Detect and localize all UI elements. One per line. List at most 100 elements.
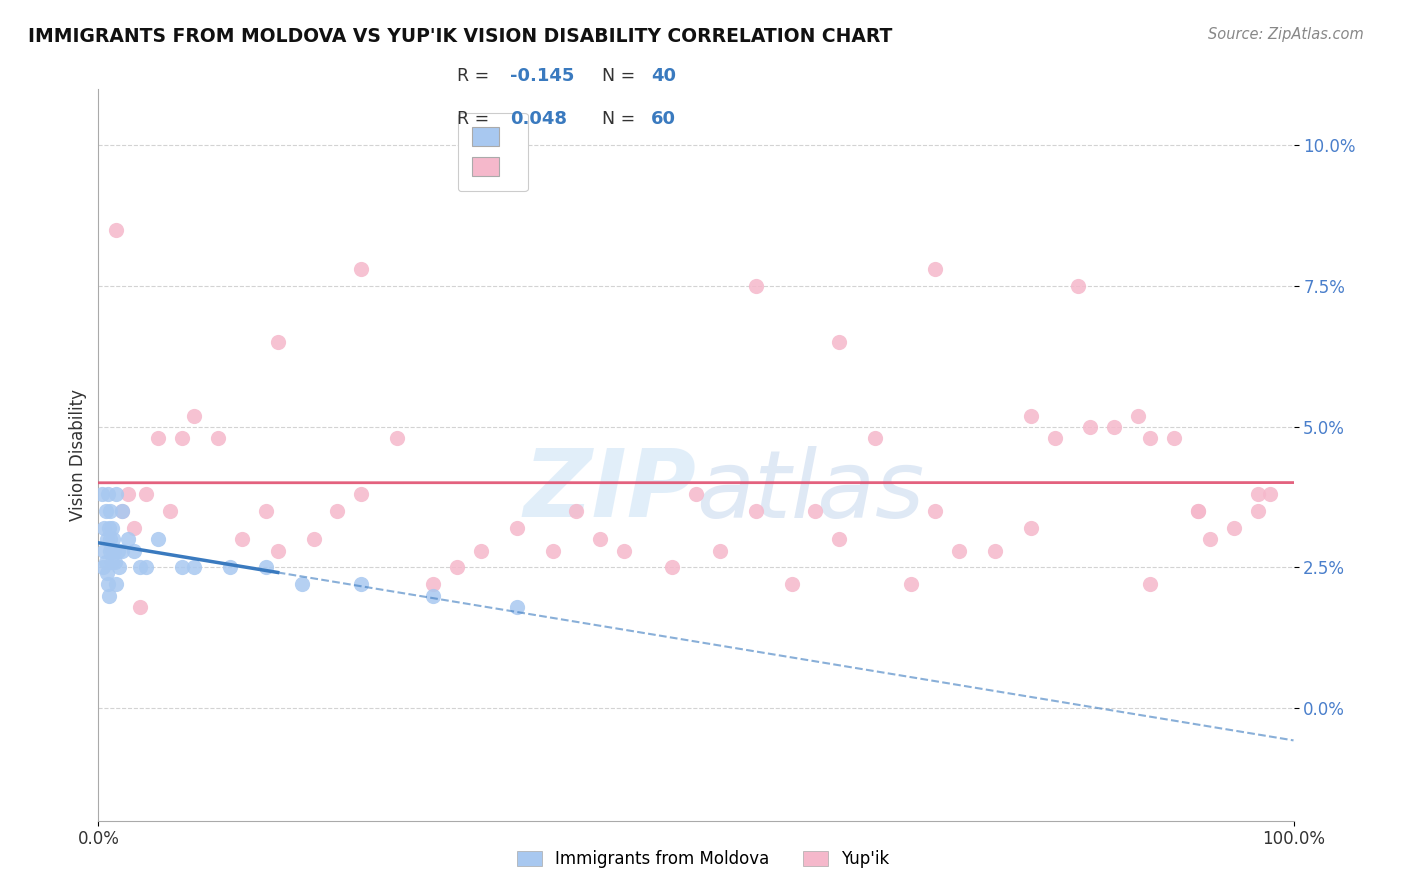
Text: 40: 40 bbox=[651, 67, 676, 85]
Point bbox=[350, 577, 373, 591]
Point bbox=[1163, 431, 1185, 445]
Point bbox=[117, 487, 139, 501]
Point bbox=[100, 521, 122, 535]
Point bbox=[948, 543, 970, 558]
Point bbox=[172, 560, 194, 574]
Text: N =: N = bbox=[602, 67, 641, 85]
Point bbox=[94, 504, 117, 518]
Point bbox=[97, 487, 120, 501]
Point bbox=[105, 223, 128, 237]
Point bbox=[124, 543, 146, 558]
Point bbox=[291, 577, 314, 591]
Point bbox=[159, 504, 181, 518]
Point bbox=[98, 589, 121, 603]
Point bbox=[828, 533, 851, 547]
Point bbox=[148, 533, 170, 547]
Point bbox=[91, 487, 114, 501]
Point bbox=[129, 599, 152, 614]
Point bbox=[350, 262, 373, 277]
Point bbox=[709, 543, 731, 558]
Point bbox=[135, 487, 157, 501]
Point bbox=[101, 543, 124, 558]
Point bbox=[745, 279, 768, 293]
Point bbox=[506, 521, 529, 535]
Text: 60: 60 bbox=[651, 110, 676, 128]
Legend: , : , bbox=[457, 113, 529, 191]
Point bbox=[91, 560, 114, 574]
Text: IMMIGRANTS FROM MOLDOVA VS YUP'IK VISION DISABILITY CORRELATION CHART: IMMIGRANTS FROM MOLDOVA VS YUP'IK VISION… bbox=[28, 27, 893, 45]
Point bbox=[267, 543, 290, 558]
Point bbox=[1139, 431, 1161, 445]
Point bbox=[104, 555, 127, 569]
Text: Source: ZipAtlas.com: Source: ZipAtlas.com bbox=[1208, 27, 1364, 42]
Point bbox=[1187, 504, 1209, 518]
Point bbox=[111, 504, 134, 518]
Point bbox=[1187, 504, 1209, 518]
Point bbox=[661, 560, 683, 574]
Point bbox=[105, 487, 128, 501]
Point bbox=[385, 431, 409, 445]
Point bbox=[422, 589, 444, 603]
Point bbox=[231, 533, 253, 547]
Point bbox=[541, 543, 564, 558]
Point bbox=[350, 487, 373, 501]
Point bbox=[98, 504, 122, 518]
Point bbox=[446, 560, 468, 574]
Point bbox=[93, 543, 115, 558]
Text: N =: N = bbox=[602, 110, 641, 128]
Point bbox=[589, 533, 612, 547]
Point bbox=[924, 504, 946, 518]
Point bbox=[101, 533, 124, 547]
Point bbox=[924, 262, 946, 277]
Point bbox=[804, 504, 827, 518]
Point bbox=[96, 566, 118, 580]
Point bbox=[865, 431, 887, 445]
Point bbox=[254, 504, 277, 518]
Text: ZIP: ZIP bbox=[523, 445, 696, 538]
Y-axis label: Vision Disability: Vision Disability bbox=[69, 389, 87, 521]
Point bbox=[1019, 409, 1042, 423]
Point bbox=[135, 560, 157, 574]
Point bbox=[1128, 409, 1150, 423]
Point bbox=[1199, 533, 1222, 547]
Point bbox=[107, 543, 129, 558]
Point bbox=[470, 543, 492, 558]
Point bbox=[124, 521, 146, 535]
Point bbox=[565, 504, 588, 518]
Text: 0.048: 0.048 bbox=[510, 110, 568, 128]
Point bbox=[326, 504, 349, 518]
Point bbox=[828, 335, 851, 350]
Text: atlas: atlas bbox=[696, 446, 924, 537]
Point bbox=[900, 577, 922, 591]
Point bbox=[97, 577, 120, 591]
Point bbox=[613, 543, 636, 558]
Point bbox=[422, 577, 444, 591]
Point bbox=[148, 431, 170, 445]
Point bbox=[984, 543, 1007, 558]
Point bbox=[94, 555, 117, 569]
Point bbox=[111, 543, 134, 558]
Point bbox=[219, 560, 242, 574]
Point bbox=[129, 560, 152, 574]
Point bbox=[103, 543, 125, 558]
Point bbox=[254, 560, 277, 574]
Text: -0.145: -0.145 bbox=[510, 67, 575, 85]
Point bbox=[183, 409, 205, 423]
Point bbox=[172, 431, 194, 445]
Point bbox=[98, 521, 121, 535]
Point bbox=[685, 487, 707, 501]
Point bbox=[745, 504, 768, 518]
Point bbox=[1019, 521, 1042, 535]
Point bbox=[93, 521, 115, 535]
Point bbox=[111, 504, 134, 518]
Point bbox=[1080, 419, 1102, 434]
Text: R =: R = bbox=[457, 67, 495, 85]
Point bbox=[107, 560, 129, 574]
Point bbox=[1258, 487, 1281, 501]
Point bbox=[207, 431, 229, 445]
Point bbox=[1043, 431, 1066, 445]
Point bbox=[117, 533, 139, 547]
Point bbox=[96, 533, 118, 547]
Point bbox=[1067, 279, 1090, 293]
Point bbox=[302, 533, 325, 547]
